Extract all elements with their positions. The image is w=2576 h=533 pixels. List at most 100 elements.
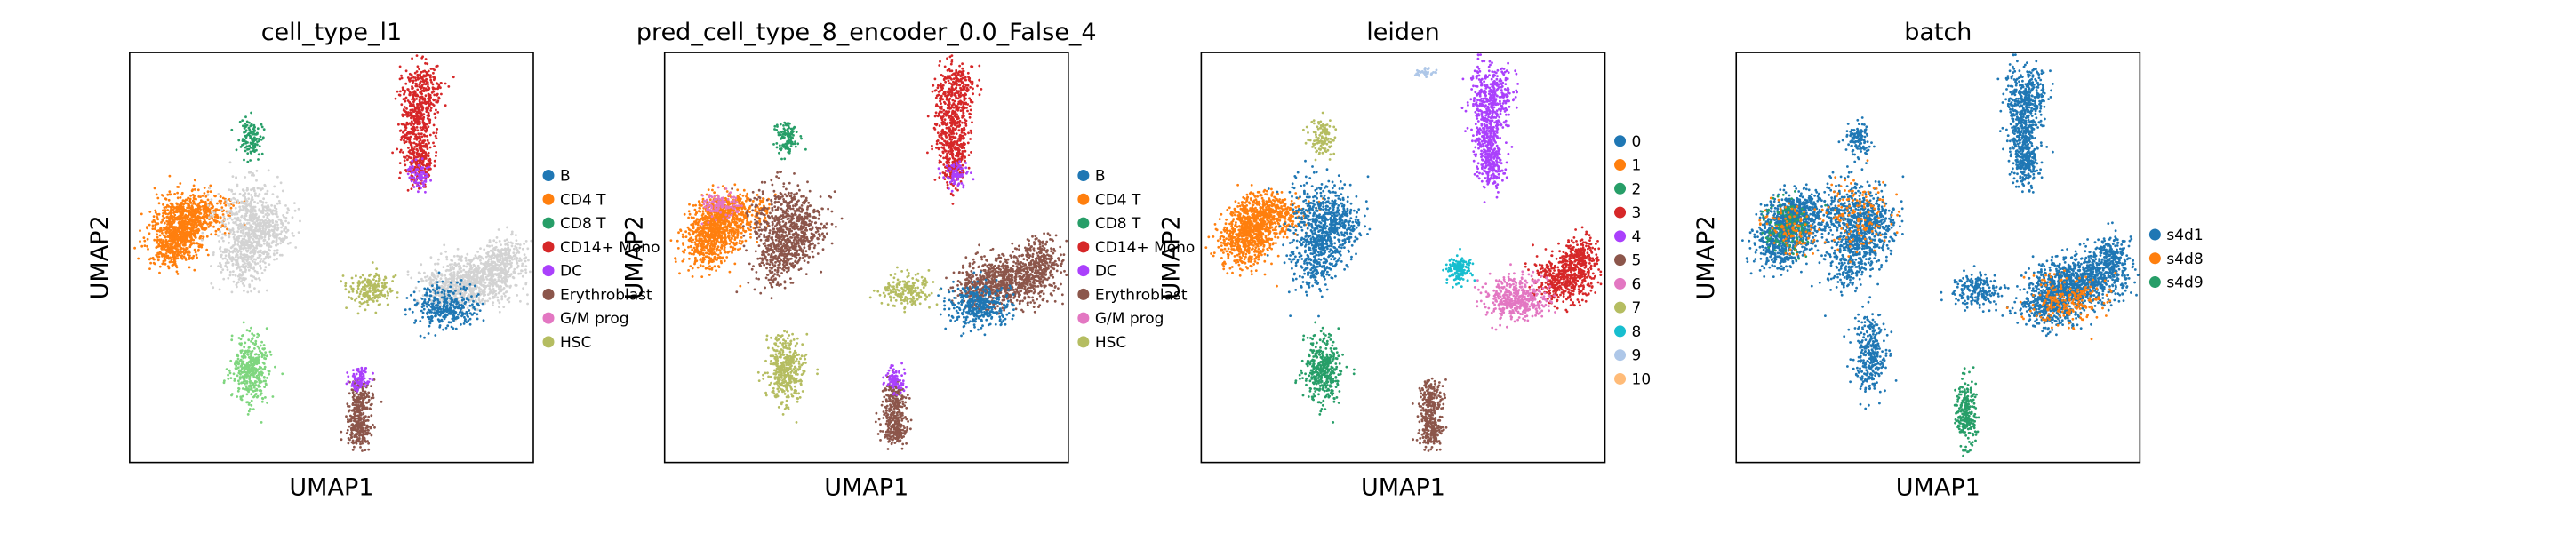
scatter-point <box>217 193 220 195</box>
scatter-point <box>526 247 529 250</box>
scatter-point <box>248 284 251 287</box>
scatter-point <box>477 293 480 296</box>
scatter-point <box>437 259 440 261</box>
scatter-point <box>470 295 473 298</box>
scatter-point <box>386 298 388 300</box>
scatter-point <box>159 227 162 230</box>
scatter-point <box>176 207 179 210</box>
scatter-point <box>268 373 270 376</box>
scatter-point <box>407 274 410 276</box>
scatter-point <box>378 285 380 288</box>
scatter-point <box>524 268 527 271</box>
scatter-point <box>508 249 511 251</box>
scatter-point <box>212 215 214 218</box>
scatter-point <box>229 274 232 277</box>
scatter-point <box>379 279 381 282</box>
scatter-point <box>482 290 484 293</box>
scatter-point <box>246 200 249 203</box>
scatter-point <box>480 293 483 296</box>
scatter-point <box>249 247 252 250</box>
scatter-point <box>248 410 251 413</box>
scatter-point <box>447 278 450 281</box>
scatter-point <box>492 282 495 284</box>
scatter-point <box>243 222 245 225</box>
scatter-point <box>492 251 495 254</box>
scatter-point <box>276 203 279 205</box>
scatter-point <box>411 142 413 145</box>
scatter-point <box>243 229 245 232</box>
scatter-point <box>161 248 164 251</box>
scatter-point <box>233 281 236 283</box>
scatter-point <box>243 380 245 383</box>
scatter-point <box>249 213 252 216</box>
scatter-point <box>483 319 485 322</box>
scatter-point <box>278 237 281 240</box>
scatter-point <box>244 259 246 261</box>
scatter-point <box>424 176 427 179</box>
scatter-point <box>244 266 246 269</box>
scatter-point <box>469 283 472 286</box>
scatter-point <box>250 208 252 211</box>
scatter-point <box>499 290 501 293</box>
scatter-point <box>524 256 527 259</box>
scatter-point <box>441 281 444 283</box>
scatter-point <box>262 227 265 230</box>
scatter-point <box>449 303 452 306</box>
scatter-point <box>228 242 230 244</box>
scatter-point <box>172 264 174 266</box>
scatter-point <box>231 335 234 338</box>
scatter-point <box>188 219 191 222</box>
scatter-point <box>464 302 467 305</box>
scatter-point <box>224 257 227 259</box>
scatter-point <box>525 240 528 243</box>
scatter-point <box>473 264 476 266</box>
scatter-point <box>375 294 378 297</box>
scatter-point <box>398 177 401 179</box>
scatter-point <box>348 291 351 294</box>
scatter-point <box>140 213 143 216</box>
scatter-point <box>495 293 498 296</box>
scatter-point <box>261 187 264 190</box>
scatter-point <box>416 139 419 141</box>
scatter-point <box>220 254 223 257</box>
scatter-point <box>499 311 501 314</box>
scatter-point <box>274 366 276 369</box>
scatter-point <box>239 269 242 272</box>
scatter-point <box>239 219 242 222</box>
scatter-point <box>529 271 532 274</box>
scatter-point <box>392 275 395 278</box>
scatter-point <box>219 289 221 291</box>
scatter-point <box>522 275 524 278</box>
scatter-point <box>425 74 428 76</box>
scatter-point <box>419 320 421 322</box>
scatter-point <box>492 304 494 306</box>
scatter-point <box>249 380 252 383</box>
scatter-point <box>426 306 428 308</box>
scatter-point <box>445 327 448 330</box>
scatter-point <box>501 271 504 274</box>
scatter-point <box>192 255 195 258</box>
scatter-point <box>244 226 247 228</box>
scatter-point <box>272 235 275 237</box>
scatter-point <box>252 245 254 248</box>
scatter-point <box>430 256 433 259</box>
scatter-point <box>197 245 200 248</box>
scatter-point <box>280 227 283 229</box>
scatter-point <box>177 196 180 199</box>
scatter-point <box>157 259 160 261</box>
scatter-point <box>492 257 495 259</box>
scatter-point <box>252 211 254 213</box>
scatter-point <box>188 203 190 206</box>
scatter-point <box>433 299 436 302</box>
scatter-point <box>204 219 206 221</box>
scatter-point <box>514 245 516 248</box>
scatter-point <box>449 263 452 266</box>
scatter-point <box>250 171 252 174</box>
scatter-point <box>381 282 384 285</box>
scatter-point <box>428 122 431 124</box>
scatter-point <box>228 228 230 231</box>
scatter-point <box>455 317 458 320</box>
scatter-point <box>473 296 476 298</box>
scatter-point <box>172 221 175 224</box>
scatter-point <box>427 85 429 88</box>
